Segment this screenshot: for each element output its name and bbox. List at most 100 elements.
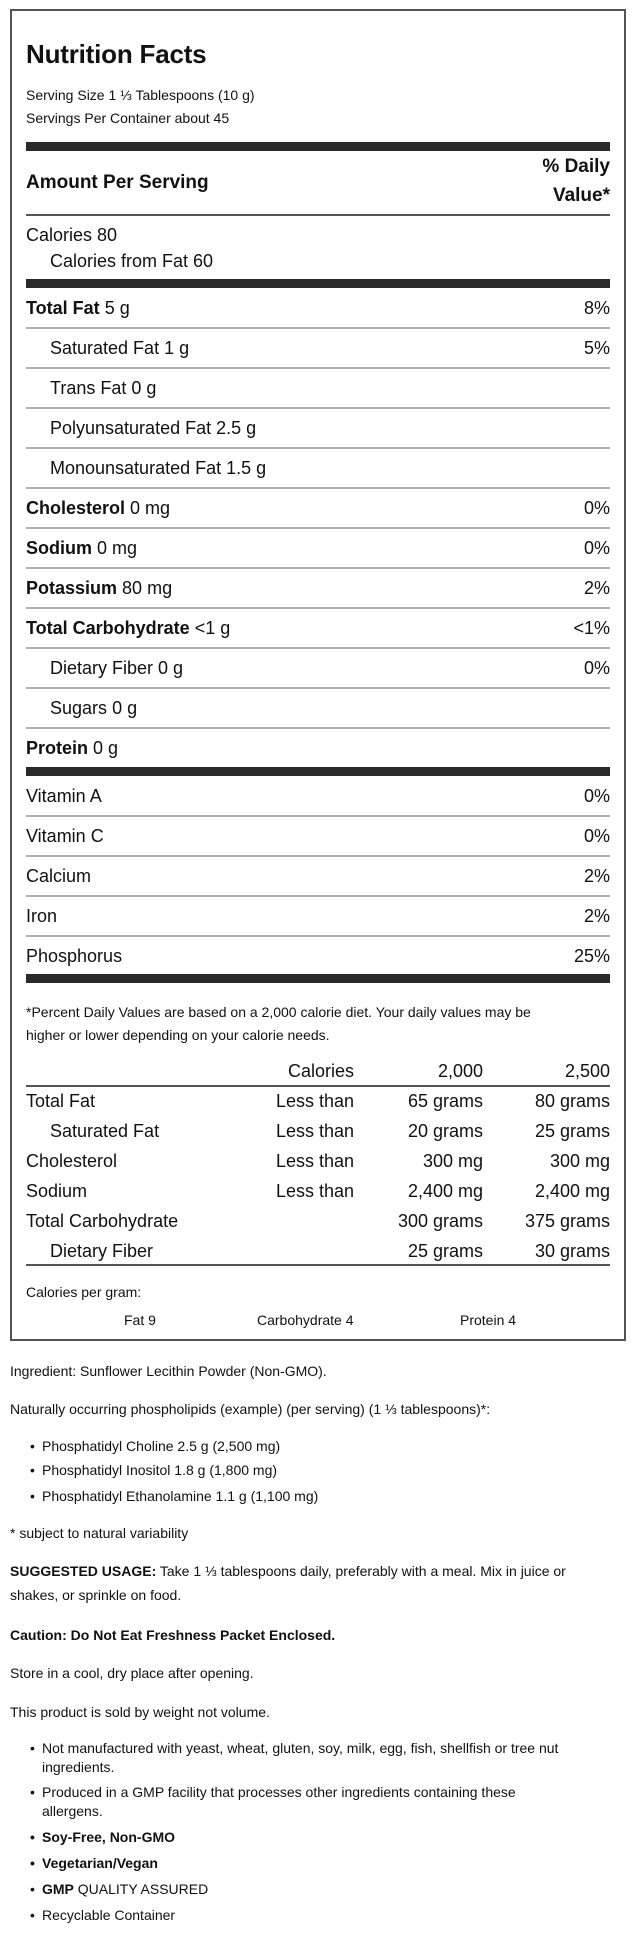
nutrient-label: Saturated Fat 1 g xyxy=(26,338,189,359)
phospholipids-intro: Naturally occurring phospholipids (examp… xyxy=(10,1401,491,1417)
nutrient-name: Saturated Fat xyxy=(50,337,160,358)
dv-row-qualifier: Less than xyxy=(275,1151,354,1171)
nutrient-name: Potassium xyxy=(26,577,118,598)
nutrient-label: Polyunsaturated Fat 2.5 g xyxy=(26,418,256,439)
vitamin-row: Vitamin A 0% xyxy=(26,776,610,816)
thick-divider xyxy=(26,974,610,983)
calories-per-gram-carbohydrate: Carbohydrate 4 xyxy=(257,1312,354,1328)
nutrient-amount: 1.5 g xyxy=(226,457,267,478)
variability-note: * subject to natural variability xyxy=(10,1525,189,1541)
divider xyxy=(26,935,610,937)
dv-table-row: Sodium Less than 2,400 mg 2,400 mg xyxy=(26,1176,610,1206)
nutrient-label: Potassium 80 mg xyxy=(26,578,172,599)
panel-title: Nutrition Facts xyxy=(26,39,207,69)
nutrient-dv: 0% xyxy=(583,497,610,518)
vitamin-dv: 0% xyxy=(583,785,610,806)
nutrient-label: Dietary Fiber 0 g xyxy=(26,658,183,679)
dv-header-calories: Calories xyxy=(287,1061,354,1081)
dv-row-2000: 2,400 mg xyxy=(407,1181,483,1201)
feature-text: Vegetarian/Vegan xyxy=(42,1855,158,1871)
dv-row-2000: 300 mg xyxy=(422,1151,483,1171)
vitamin-dv: 0% xyxy=(583,825,610,846)
phospholipid-text: Phosphatidyl Ethanolamine 1.1 g (1,100 m… xyxy=(42,1488,319,1504)
nutrient-amount: 0 mg xyxy=(97,537,138,558)
vitamin-row: Vitamin C 0% xyxy=(26,816,610,856)
divider xyxy=(26,855,610,857)
dv-table-row: Dietary Fiber 25 grams 30 grams xyxy=(26,1236,610,1266)
dv-table-row: Total Carbohydrate 300 grams 375 grams xyxy=(26,1206,610,1236)
nutrient-dv: 0% xyxy=(583,537,610,558)
vitamin-name: Phosphorus xyxy=(26,945,123,966)
nutrient-row: Sugars 0 g xyxy=(26,688,610,728)
dv-row-2500: 375 grams xyxy=(524,1211,610,1231)
nutrient-name: Total Fat xyxy=(26,297,100,318)
feature-text: Soy-Free, Non-GMO xyxy=(42,1829,176,1845)
dv-table-row: Cholesterol Less than 300 mg 300 mg xyxy=(26,1146,610,1176)
nutrient-row: Sodium 0 mg 0% xyxy=(26,528,610,568)
suggested-usage-continued: shakes, or sprinkle on food. xyxy=(10,1587,182,1603)
nutrient-dv: 8% xyxy=(583,297,610,318)
nutrition-facts-panel: Nutrition Facts Serving Size 1 ⅓ Tablesp… xyxy=(10,9,626,1341)
weight-note: This product is sold by weight not volum… xyxy=(10,1704,270,1720)
ingredient-text: Ingredient: Sunflower Lecithin Powder (N… xyxy=(10,1363,327,1379)
feature-text: Recyclable Container xyxy=(42,1907,176,1923)
nutrient-row: Polyunsaturated Fat 2.5 g xyxy=(26,408,610,448)
daily-value-header-line2: Value* xyxy=(552,185,610,206)
dv-row-qualifier: Less than xyxy=(275,1121,354,1141)
nutrient-amount: 5 g xyxy=(104,297,130,318)
divider xyxy=(26,487,610,489)
nutrient-name: Polyunsaturated Fat xyxy=(50,417,212,438)
nutrient-amount: 0 g xyxy=(158,657,184,678)
suggested-usage-text: Take 1 ⅓ tablespoons daily, preferably w… xyxy=(156,1563,566,1579)
vitamin-row: Phosphorus 25% xyxy=(26,936,610,976)
nutrient-label: Total Carbohydrate <1 g xyxy=(26,618,230,639)
divider xyxy=(26,1085,610,1087)
vitamin-name: Vitamin A xyxy=(26,785,102,806)
dv-row-name: Total Carbohydrate xyxy=(26,1211,179,1231)
dv-row-2000: 20 grams xyxy=(407,1121,483,1141)
vitamin-name: Calcium xyxy=(26,865,92,886)
divider xyxy=(26,1264,610,1266)
nutrient-dv: 2% xyxy=(583,577,610,598)
calories-per-gram-protein: Protein 4 xyxy=(460,1312,517,1328)
dv-row-2000: 300 grams xyxy=(397,1211,483,1231)
vitamin-name: Vitamin C xyxy=(26,825,104,846)
dv-row-2000: 65 grams xyxy=(407,1091,483,1111)
serving-size: Serving Size 1 ⅓ Tablespoons (10 g) xyxy=(26,87,255,103)
divider xyxy=(26,447,610,449)
divider xyxy=(26,214,610,216)
nutrient-name: Sugars xyxy=(50,697,108,718)
servings-per-container: Servings Per Container about 45 xyxy=(26,110,230,126)
gmp-rest: QUALITY ASSURED xyxy=(73,1881,209,1897)
phospholipid-text: Phosphatidyl Inositol 1.8 g (1,800 mg) xyxy=(42,1462,278,1478)
nutrient-name: Cholesterol xyxy=(26,497,126,518)
vitamin-row: Iron 2% xyxy=(26,896,610,936)
nutrient-row: Total Carbohydrate <1 g <1% xyxy=(26,608,610,648)
nutrient-row: Trans Fat 0 g xyxy=(26,368,610,408)
divider xyxy=(26,895,610,897)
footnote-line1: *Percent Daily Values are based on a 2,0… xyxy=(26,1004,531,1020)
dv-table-header: Calories 2,000 2,500 xyxy=(26,1056,610,1086)
nutrient-row: Protein 0 g xyxy=(26,728,610,768)
footnote: *Percent Daily Values are based on a 2,0… xyxy=(26,1001,610,1047)
nutrient-row: Saturated Fat 1 g 5% xyxy=(26,328,610,368)
amount-per-serving-header: Amount Per Serving xyxy=(26,172,209,193)
nutrient-name: Monounsaturated Fat xyxy=(50,457,222,478)
feature-text: Not manufactured with yeast, wheat, glut… xyxy=(42,1740,559,1756)
dv-row-2500: 2,400 mg xyxy=(534,1181,610,1201)
feature-text-continued: allergens. xyxy=(42,1803,103,1819)
dv-row-2500: 300 mg xyxy=(549,1151,610,1171)
thick-divider xyxy=(26,142,610,151)
vitamin-dv: 2% xyxy=(583,905,610,926)
divider xyxy=(26,527,610,529)
dv-row-name: Dietary Fiber xyxy=(50,1241,154,1261)
daily-value-header: % Daily Value* xyxy=(542,152,610,210)
dv-header-2500: 2,500 xyxy=(564,1061,610,1081)
nutrient-row: Potassium 80 mg 2% xyxy=(26,568,610,608)
nutrient-dv: <1% xyxy=(573,617,610,638)
vitamin-dv: 25% xyxy=(573,945,610,966)
gmp-bold: GMP xyxy=(42,1881,74,1897)
calories-per-gram-fat: Fat 9 xyxy=(124,1312,156,1328)
nutrient-row: Cholesterol 0 mg 0% xyxy=(26,488,610,528)
nutrient-dv: 0% xyxy=(583,657,610,678)
